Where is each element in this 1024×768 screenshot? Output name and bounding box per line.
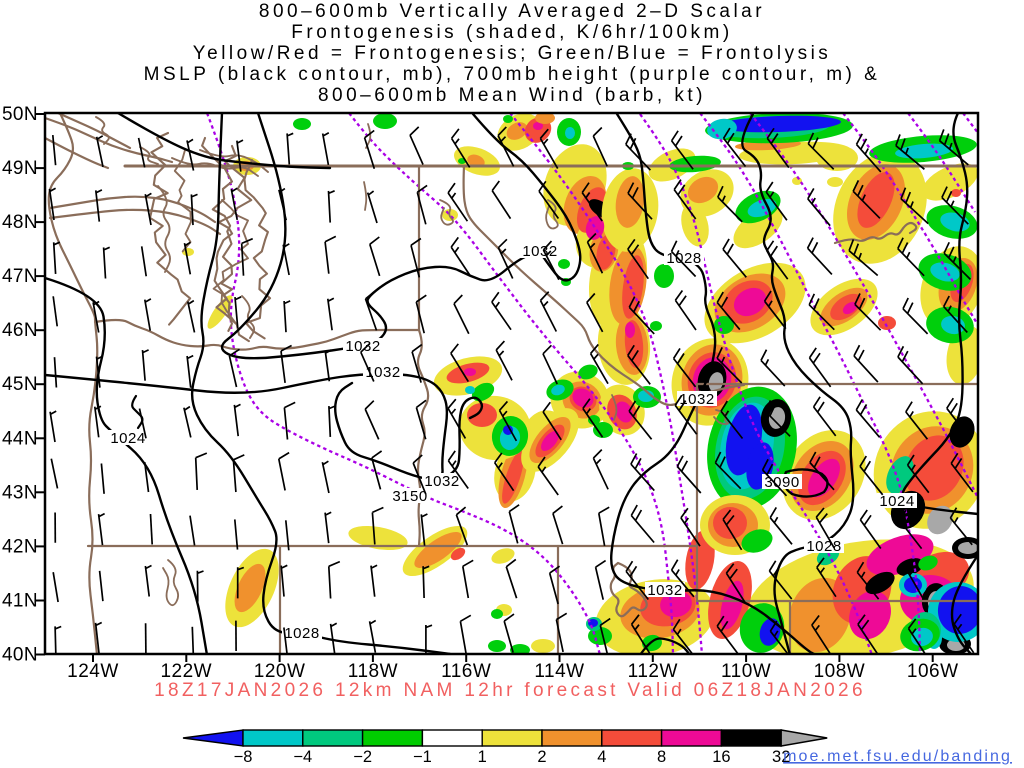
svg-text:1032: 1032 — [522, 243, 557, 260]
svg-text:41N: 41N — [2, 591, 38, 612]
svg-text:800–600mb Vertically Averaged: 800–600mb Vertically Averaged 2–D Scalar — [259, 1, 765, 22]
svg-text:106W: 106W — [907, 661, 959, 682]
svg-text:108W: 108W — [814, 661, 866, 682]
svg-text:4: 4 — [597, 748, 606, 766]
svg-text:50N: 50N — [2, 104, 38, 125]
svg-text:118W: 118W — [348, 661, 398, 682]
svg-text:116W: 116W — [441, 661, 491, 682]
svg-text:48N: 48N — [2, 212, 38, 233]
svg-text:112W: 112W — [628, 661, 678, 682]
svg-text:40N: 40N — [2, 645, 38, 666]
svg-text:45N: 45N — [2, 374, 38, 395]
svg-text:Frontogenesis (shaded, K/6hr/1: Frontogenesis (shaded, K/6hr/100km) — [291, 22, 732, 43]
svg-text:1032: 1032 — [424, 473, 459, 490]
svg-text:1028: 1028 — [806, 538, 841, 555]
svg-text:8: 8 — [657, 748, 666, 766]
svg-text:1032: 1032 — [647, 582, 682, 599]
svg-text:42N: 42N — [2, 536, 38, 557]
svg-text:800–600mb Mean Wind (barb, kt): 800–600mb Mean Wind (barb, kt) — [318, 85, 706, 106]
svg-text:46N: 46N — [2, 320, 38, 341]
svg-text:32: 32 — [772, 748, 790, 766]
svg-text:−2: −2 — [353, 748, 372, 766]
svg-text:1032: 1032 — [679, 391, 714, 408]
svg-text:1024: 1024 — [879, 493, 914, 510]
svg-text:−1: −1 — [413, 748, 432, 766]
svg-text:120W: 120W — [254, 661, 306, 682]
svg-text:122W: 122W — [160, 661, 212, 682]
svg-text:16: 16 — [712, 748, 730, 766]
svg-text:18Z17JAN2026 12km NAM 12hr for: 18Z17JAN2026 12km NAM 12hr forecast Vali… — [154, 680, 866, 701]
svg-text:114W: 114W — [534, 661, 584, 682]
svg-text:2: 2 — [537, 748, 546, 766]
svg-text:1032: 1032 — [365, 364, 400, 381]
svg-text:43N: 43N — [2, 482, 38, 503]
svg-text:47N: 47N — [2, 266, 38, 287]
svg-text:110W: 110W — [721, 661, 771, 682]
svg-text:49N: 49N — [2, 158, 38, 179]
svg-text:1: 1 — [478, 748, 487, 766]
svg-text:3090: 3090 — [764, 474, 799, 491]
svg-text:1024: 1024 — [110, 430, 145, 447]
svg-text:−8: −8 — [234, 748, 253, 766]
svg-text:Yellow/Red = Frontogenesis; G: Yellow/Red = Frontogenesis; Green/Blue =… — [193, 43, 832, 64]
svg-text:124W: 124W — [67, 661, 119, 682]
svg-text:1028: 1028 — [284, 625, 319, 642]
svg-text:1032: 1032 — [345, 338, 380, 355]
svg-text:MSLP (black contour, mb), 700m: MSLP (black contour, mb), 700mb height (… — [144, 64, 881, 85]
svg-text:moe.met.fsu.edu/banding: moe.met.fsu.edu/banding — [783, 748, 1012, 765]
svg-text:3150: 3150 — [392, 488, 427, 505]
svg-text:−4: −4 — [293, 748, 312, 766]
svg-text:44N: 44N — [2, 428, 38, 449]
